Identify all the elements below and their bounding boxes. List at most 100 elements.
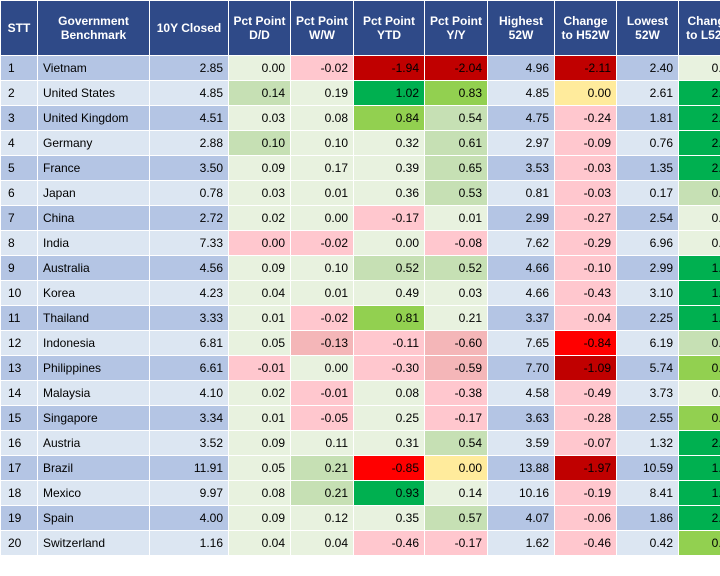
cell-pct-ww: 0.01 <box>290 180 354 206</box>
bond-yield-table: STT Government Benchmark 10Y Closed Pct … <box>0 0 720 556</box>
cell-10y-closed: 3.50 <box>149 155 229 181</box>
cell-change-l52w: 0.74 <box>678 530 720 556</box>
cell-pct-ytd: -0.85 <box>353 455 425 481</box>
cell-lowest-52w: 2.55 <box>616 405 679 431</box>
cell-pct-ytd: 0.81 <box>353 305 425 331</box>
cell-stt: 2 <box>0 80 38 106</box>
cell-change-l52w: 0.63 <box>678 330 720 356</box>
cell-change-h52w: -0.10 <box>554 255 617 281</box>
cell-benchmark: Vietnam <box>37 55 150 81</box>
cell-stt: 7 <box>0 205 38 231</box>
cell-10y-closed: 4.56 <box>149 255 229 281</box>
cell-change-h52w: -0.27 <box>554 205 617 231</box>
header-pct-yy: Pct Point Y/Y <box>424 0 488 56</box>
header-row: STT Government Benchmark 10Y Closed Pct … <box>0 0 720 56</box>
cell-stt: 20 <box>0 530 38 556</box>
cell-change-h52w: -0.06 <box>554 505 617 531</box>
cell-stt: 17 <box>0 455 38 481</box>
cell-pct-ytd: 0.31 <box>353 430 425 456</box>
cell-highest-52w: 3.37 <box>487 305 555 331</box>
cell-stt: 10 <box>0 280 38 306</box>
cell-pct-ytd: -0.11 <box>353 330 425 356</box>
cell-change-l52w: 0.45 <box>678 55 720 81</box>
cell-lowest-52w: 2.99 <box>616 255 679 281</box>
cell-pct-ytd: 0.84 <box>353 105 425 131</box>
header-change-l52w: Change to L52W <box>678 0 720 56</box>
cell-pct-dd: 0.09 <box>228 255 291 281</box>
cell-pct-ytd: 0.93 <box>353 480 425 506</box>
cell-pct-ytd: 0.39 <box>353 155 425 181</box>
cell-change-l52w: 2.15 <box>678 505 720 531</box>
table-row: 5 France 3.50 0.09 0.17 0.39 0.65 3.53 -0.03 1.35… <box>0 155 720 181</box>
cell-lowest-52w: 0.17 <box>616 180 679 206</box>
cell-10y-closed: 7.33 <box>149 230 229 256</box>
cell-change-h52w: -0.03 <box>554 155 617 181</box>
cell-pct-dd: 0.09 <box>228 155 291 181</box>
cell-change-h52w: -0.04 <box>554 305 617 331</box>
cell-lowest-52w: 1.81 <box>616 105 679 131</box>
table-row: 9 Australia 4.56 0.09 0.10 0.52 0.52 4.66 -0.10 2… <box>0 255 720 281</box>
cell-lowest-52w: 1.32 <box>616 430 679 456</box>
cell-pct-ytd: 0.25 <box>353 405 425 431</box>
cell-pct-ww: 0.11 <box>290 430 354 456</box>
cell-benchmark: Austria <box>37 430 150 456</box>
cell-pct-ytd: 0.32 <box>353 130 425 156</box>
cell-benchmark: China <box>37 205 150 231</box>
cell-pct-ytd: -0.17 <box>353 205 425 231</box>
cell-pct-ww: 0.21 <box>290 455 354 481</box>
cell-change-l52w: 1.56 <box>678 480 720 506</box>
cell-pct-yy: 0.14 <box>424 480 488 506</box>
cell-change-l52w: 2.24 <box>678 80 720 106</box>
cell-10y-closed: 11.91 <box>149 455 229 481</box>
cell-pct-ww: 0.08 <box>290 105 354 131</box>
cell-pct-ytd: -0.46 <box>353 530 425 556</box>
table-row: 1 Vietnam 2.85 0.00 -0.02 -1.94 -2.04 4.96 -2.11… <box>0 55 720 81</box>
cell-change-h52w: 0.00 <box>554 80 617 106</box>
cell-pct-dd: 0.08 <box>228 480 291 506</box>
cell-pct-ww: -0.01 <box>290 380 354 406</box>
cell-change-l52w: 0.17 <box>678 205 720 231</box>
cell-benchmark: United States <box>37 80 150 106</box>
cell-pct-ww: 0.10 <box>290 130 354 156</box>
cell-benchmark: Singapore <box>37 405 150 431</box>
cell-pct-ww: 0.17 <box>290 155 354 181</box>
cell-10y-closed: 2.88 <box>149 130 229 156</box>
cell-change-h52w: -2.11 <box>554 55 617 81</box>
cell-change-h52w: -1.09 <box>554 355 617 381</box>
cell-pct-dd: 0.00 <box>228 230 291 256</box>
cell-change-l52w: 0.37 <box>678 230 720 256</box>
cell-pct-ytd: 1.02 <box>353 80 425 106</box>
cell-pct-yy: -0.38 <box>424 380 488 406</box>
cell-10y-closed: 1.16 <box>149 530 229 556</box>
cell-10y-closed: 9.97 <box>149 480 229 506</box>
cell-highest-52w: 7.65 <box>487 330 555 356</box>
cell-pct-yy: -0.17 <box>424 530 488 556</box>
cell-pct-ytd: 0.00 <box>353 230 425 256</box>
cell-lowest-52w: 3.10 <box>616 280 679 306</box>
cell-lowest-52w: 1.35 <box>616 155 679 181</box>
cell-benchmark: Korea <box>37 280 150 306</box>
table-row: 19 Spain 4.00 0.09 0.12 0.35 0.57 4.07 -0.06 1.86… <box>0 505 720 531</box>
cell-benchmark: Switzerland <box>37 530 150 556</box>
cell-stt: 5 <box>0 155 38 181</box>
table-row: 10 Korea 4.23 0.04 0.01 0.49 0.03 4.66 -0.43 3.10… <box>0 280 720 306</box>
cell-pct-ww: 0.04 <box>290 530 354 556</box>
cell-pct-ww: -0.02 <box>290 55 354 81</box>
table-row: 15 Singapore 3.34 0.01 -0.05 0.25 -0.17 3.63 -0.… <box>0 405 720 431</box>
cell-change-h52w: -0.46 <box>554 530 617 556</box>
cell-10y-closed: 6.61 <box>149 355 229 381</box>
cell-lowest-52w: 8.41 <box>616 480 679 506</box>
cell-pct-ytd: -1.94 <box>353 55 425 81</box>
cell-pct-dd: 0.10 <box>228 130 291 156</box>
table-row: 13 Philippines 6.61 -0.01 0.00 -0.30 -0.59 7.70… <box>0 355 720 381</box>
cell-benchmark: Australia <box>37 255 150 281</box>
cell-10y-closed: 3.34 <box>149 405 229 431</box>
cell-change-l52w: 2.70 <box>678 105 720 131</box>
cell-change-h52w: -0.28 <box>554 405 617 431</box>
cell-change-h52w: -0.84 <box>554 330 617 356</box>
cell-pct-ww: 0.19 <box>290 80 354 106</box>
table-row: 4 Germany 2.88 0.10 0.10 0.32 0.61 2.97 -0.09 0.7… <box>0 130 720 156</box>
cell-pct-ytd: -0.30 <box>353 355 425 381</box>
cell-pct-dd: 0.02 <box>228 205 291 231</box>
cell-pct-yy: -2.04 <box>424 55 488 81</box>
